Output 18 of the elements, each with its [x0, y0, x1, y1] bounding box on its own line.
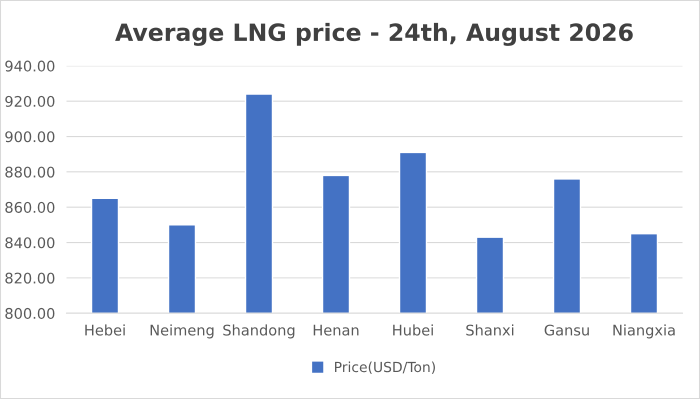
y-tick-label: 880.00: [5, 166, 54, 178]
x-tick-label: Gansu: [544, 324, 589, 336]
x-tick-label: Shanxi: [466, 324, 514, 336]
y-tick-label: 920.00: [5, 96, 54, 107]
y-tick-label: 860.00: [5, 202, 54, 213]
legend-label: Price(USD/Ton): [335, 361, 435, 374]
x-tick-label: Hubei: [393, 324, 433, 336]
y-tick-label: 840.00: [5, 237, 54, 248]
y-tick-label: 900.00: [5, 131, 54, 142]
y-tick-label: 820.00: [5, 272, 54, 284]
x-tick-label: Niangxia: [613, 324, 675, 338]
y-tick-label: 940.00: [5, 60, 54, 72]
chart-title: Average LNG price - 24th, August 2026: [115, 22, 633, 46]
x-tick-label: Shandong: [223, 324, 294, 338]
x-tick-label: Neimeng: [150, 324, 214, 338]
y-tick-label: 800.00: [5, 308, 54, 319]
x-tick-label: Hebei: [85, 324, 125, 336]
x-tick-label: Henan: [314, 324, 358, 336]
